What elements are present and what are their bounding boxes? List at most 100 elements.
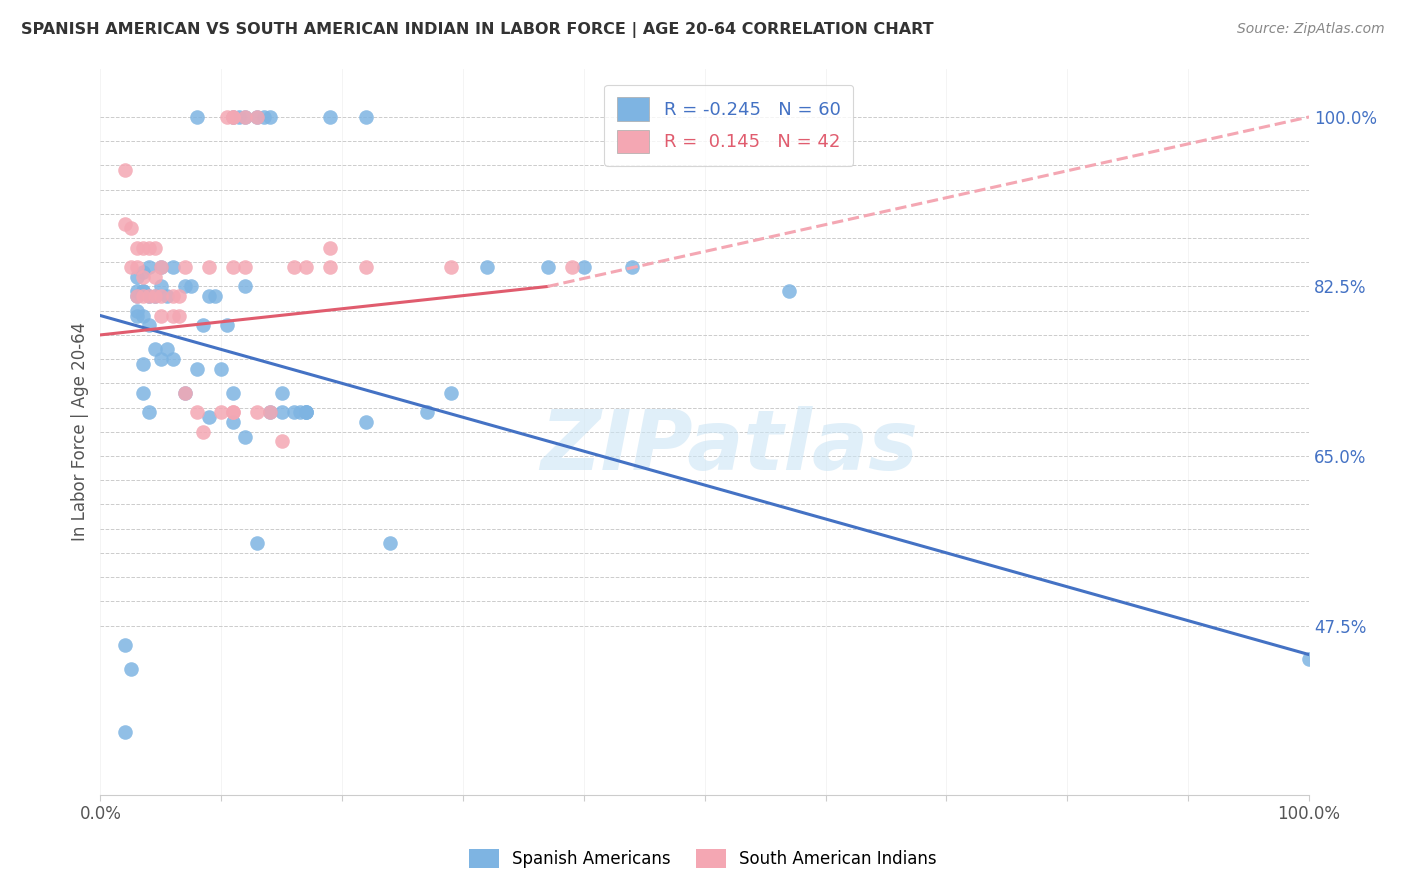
Point bbox=[235, 279, 257, 293]
Point bbox=[198, 289, 221, 303]
Point bbox=[356, 415, 378, 429]
Legend: R = -0.245   N = 60, R =  0.145   N = 42: R = -0.245 N = 60, R = 0.145 N = 42 bbox=[605, 85, 853, 166]
Point bbox=[246, 110, 269, 124]
Point bbox=[235, 110, 257, 124]
Point bbox=[235, 260, 257, 274]
Point bbox=[174, 279, 197, 293]
Point bbox=[120, 221, 142, 235]
Point bbox=[156, 289, 179, 303]
Point bbox=[572, 260, 595, 274]
Point bbox=[270, 386, 292, 401]
Text: ZIPatlas: ZIPatlas bbox=[540, 406, 918, 487]
Point bbox=[125, 260, 148, 274]
Point bbox=[440, 386, 463, 401]
Point bbox=[222, 415, 245, 429]
Point bbox=[198, 410, 221, 425]
Point bbox=[156, 343, 179, 357]
Point bbox=[288, 405, 311, 419]
Y-axis label: In Labor Force | Age 20-64: In Labor Force | Age 20-64 bbox=[72, 322, 89, 541]
Point bbox=[143, 289, 166, 303]
Point bbox=[138, 260, 160, 274]
Point bbox=[217, 318, 239, 333]
Point bbox=[536, 260, 558, 274]
Point bbox=[131, 309, 153, 323]
Point bbox=[120, 260, 142, 274]
Point bbox=[222, 260, 245, 274]
Point bbox=[114, 725, 136, 739]
Point bbox=[222, 110, 245, 124]
Point bbox=[131, 386, 153, 401]
Point bbox=[131, 265, 153, 279]
Point bbox=[319, 260, 342, 274]
Point bbox=[162, 352, 184, 367]
Point bbox=[186, 405, 208, 419]
Point bbox=[259, 405, 281, 419]
Point bbox=[259, 405, 281, 419]
Point bbox=[149, 289, 172, 303]
Point bbox=[283, 260, 305, 274]
Point bbox=[114, 217, 136, 231]
Point bbox=[143, 269, 166, 284]
Point bbox=[120, 662, 142, 676]
Point bbox=[295, 260, 318, 274]
Point bbox=[204, 289, 226, 303]
Point bbox=[138, 289, 160, 303]
Point bbox=[295, 405, 318, 419]
Point bbox=[475, 260, 498, 274]
Point bbox=[149, 260, 172, 274]
Point bbox=[186, 110, 208, 124]
Point bbox=[246, 405, 269, 419]
Legend: Spanish Americans, South American Indians: Spanish Americans, South American Indian… bbox=[463, 842, 943, 875]
Point bbox=[174, 260, 197, 274]
Point bbox=[380, 536, 402, 550]
Point bbox=[222, 110, 245, 124]
Point bbox=[125, 285, 148, 299]
Point bbox=[440, 260, 463, 274]
Point bbox=[222, 110, 245, 124]
Point bbox=[319, 241, 342, 255]
Point bbox=[131, 285, 153, 299]
Point bbox=[246, 110, 269, 124]
Text: Source: ZipAtlas.com: Source: ZipAtlas.com bbox=[1237, 22, 1385, 37]
Point bbox=[174, 386, 197, 401]
Point bbox=[149, 309, 172, 323]
Point bbox=[162, 289, 184, 303]
Point bbox=[222, 405, 245, 419]
Point bbox=[143, 241, 166, 255]
Point bbox=[295, 405, 318, 419]
Point bbox=[114, 163, 136, 178]
Point bbox=[270, 405, 292, 419]
Point bbox=[131, 289, 153, 303]
Point bbox=[270, 434, 292, 449]
Point bbox=[319, 110, 342, 124]
Point bbox=[621, 260, 644, 274]
Point bbox=[222, 386, 245, 401]
Point bbox=[415, 405, 437, 419]
Point bbox=[217, 110, 239, 124]
Point bbox=[228, 110, 250, 124]
Point bbox=[131, 357, 153, 371]
Point bbox=[125, 309, 148, 323]
Point bbox=[138, 318, 160, 333]
Point bbox=[138, 289, 160, 303]
Point bbox=[778, 285, 800, 299]
Point bbox=[561, 260, 583, 274]
Point bbox=[356, 260, 378, 274]
Point bbox=[125, 241, 148, 255]
Point bbox=[162, 260, 184, 274]
Point bbox=[191, 425, 214, 439]
Point bbox=[186, 361, 208, 376]
Point bbox=[259, 110, 281, 124]
Point bbox=[125, 289, 148, 303]
Point bbox=[167, 309, 190, 323]
Point bbox=[252, 110, 274, 124]
Point bbox=[191, 318, 214, 333]
Point bbox=[235, 430, 257, 444]
Point bbox=[149, 260, 172, 274]
Point bbox=[138, 405, 160, 419]
Point bbox=[295, 405, 318, 419]
Point bbox=[209, 405, 232, 419]
Point bbox=[149, 352, 172, 367]
Point bbox=[174, 386, 197, 401]
Point bbox=[143, 289, 166, 303]
